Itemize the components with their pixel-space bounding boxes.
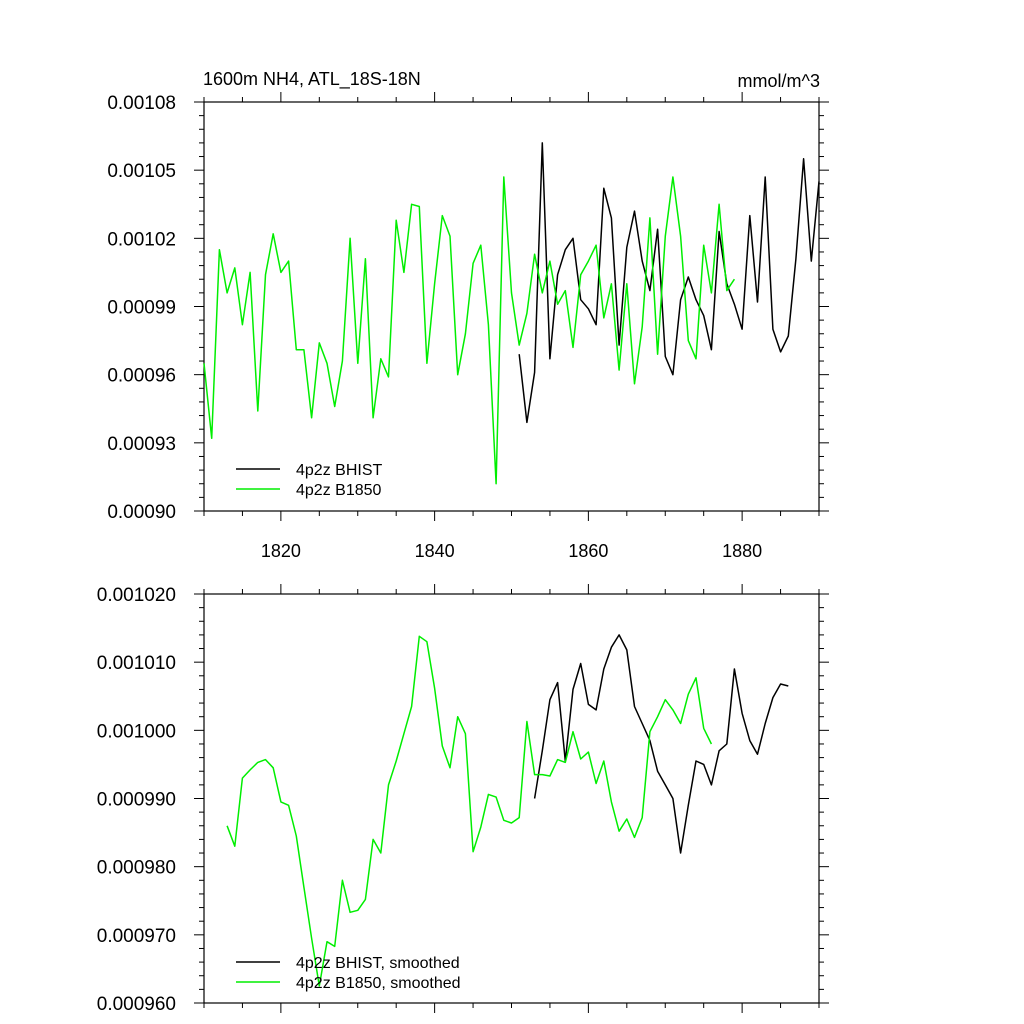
top-chart-title: 1600m NH4, ATL_18S-18N — [203, 69, 421, 90]
y-tick-label: 0.00099 — [107, 298, 176, 319]
y-tick-label: 0.00102 — [107, 229, 176, 250]
x-tick-label: 1860 — [568, 541, 608, 561]
plot-frame — [203, 101, 820, 512]
series-line-bhist — [518, 142, 820, 424]
y-tick-label: 0.00093 — [107, 434, 176, 455]
y-tick-label: 0.00096 — [107, 366, 176, 387]
x-tick-label: 1820 — [261, 541, 301, 561]
y-tick-label: 0.001020 — [97, 585, 176, 606]
legend-label-bhist: 4p2z BHIST — [296, 462, 382, 479]
y-tick-label: 0.00090 — [107, 502, 176, 523]
y-tick-label: 0.000990 — [97, 790, 176, 811]
bottom-legend: 4p2z BHIST, smoothed 4p2z B1850, smoothe… — [236, 955, 461, 992]
y-tick-label: 0.00108 — [107, 93, 176, 114]
top-chart-panel: 1600m NH4, ATL_18S-18N mmol/m^3 1820 1840… — [107, 69, 829, 561]
y-tick-label: 0.000980 — [97, 858, 176, 879]
legend-label-b1850-smoothed: 4p2z B1850, smoothed — [296, 975, 461, 992]
y-tick-label: 0.00105 — [107, 161, 176, 182]
legend-label-b1850: 4p2z B1850 — [296, 482, 382, 499]
bottom-plot-area: 0.000960 0.000970 0.000980 0.000990 0.001000… — [97, 584, 829, 1015]
y-tick-label: 0.001000 — [97, 721, 176, 742]
units-label: mmol/m^3 — [738, 71, 820, 91]
y-tick-label: 0.001010 — [97, 653, 176, 674]
bottom-chart-panel: 0.000960 0.000970 0.000980 0.000990 0.001000… — [97, 584, 829, 1015]
y-tick-label: 0.000960 — [97, 994, 176, 1015]
series-line-b1850 — [226, 635, 713, 987]
legend-label-bhist-smoothed: 4p2z BHIST, smoothed — [296, 955, 460, 972]
y-tick-label: 0.000970 — [97, 926, 176, 947]
top-legend: 4p2z BHIST 4p2z B1850 — [236, 462, 382, 499]
x-tick-label: 1840 — [415, 541, 455, 561]
top-plot-area: 1820 1840 1860 1880 0.00090 0.00093 0.00096 0.0… — [107, 92, 829, 561]
series-line-b1850 — [203, 176, 736, 485]
x-tick-label: 1880 — [722, 541, 762, 561]
series-line-bhist — [533, 634, 789, 854]
plot-frame — [203, 593, 820, 1004]
